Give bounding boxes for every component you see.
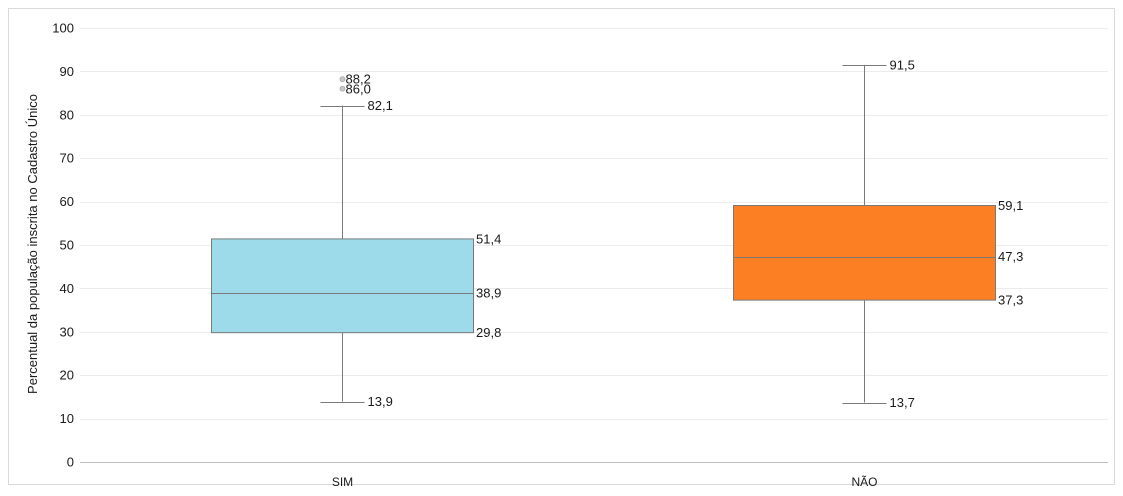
q1-label: 29,8 [476,325,501,340]
median-label: 38,9 [476,286,501,301]
y-axis-title: Percentual da população inscrita no Cada… [25,94,40,394]
outlier-label: 88,2 [346,72,371,87]
max-label: 91,5 [890,57,915,72]
outlier-point [339,76,346,83]
y-tick-label: 90 [60,64,74,79]
q3-label: 59,1 [998,198,1023,213]
chart-border [8,8,1115,485]
outlier-label: 86,0 [346,81,371,96]
y-tick-label: 100 [52,21,74,36]
y-tick-label: 30 [60,324,74,339]
y-tick-label: 20 [60,368,74,383]
q3-label: 51,4 [476,231,501,246]
y-tick-label: 0 [67,455,74,470]
box-não [733,205,996,301]
x-category-label: NÃO [851,475,877,489]
outlier-point [339,85,346,92]
max-label: 82,1 [368,98,393,113]
y-tick-label: 60 [60,194,74,209]
min-label: 13,7 [890,395,915,410]
x-category-label: SIM [332,475,353,489]
y-tick-label: 10 [60,411,74,426]
y-tick-label: 40 [60,281,74,296]
min-label: 13,9 [368,394,393,409]
median-label: 47,3 [998,249,1023,264]
boxes [211,64,996,404]
y-tick-label: 80 [60,107,74,122]
q1-label: 37,3 [998,293,1023,308]
axes: 0 10 20 30 40 50 60 70 80 90 100 SIM NÃO [52,21,1108,489]
y-tick-label: 70 [60,151,74,166]
y-tick-label: 50 [60,238,74,253]
box-sim [211,238,474,334]
data-labels: 82,1 13,9 51,4 38,9 29,8 86,088,2 91,5 13,7 59,1… [346,57,1024,410]
